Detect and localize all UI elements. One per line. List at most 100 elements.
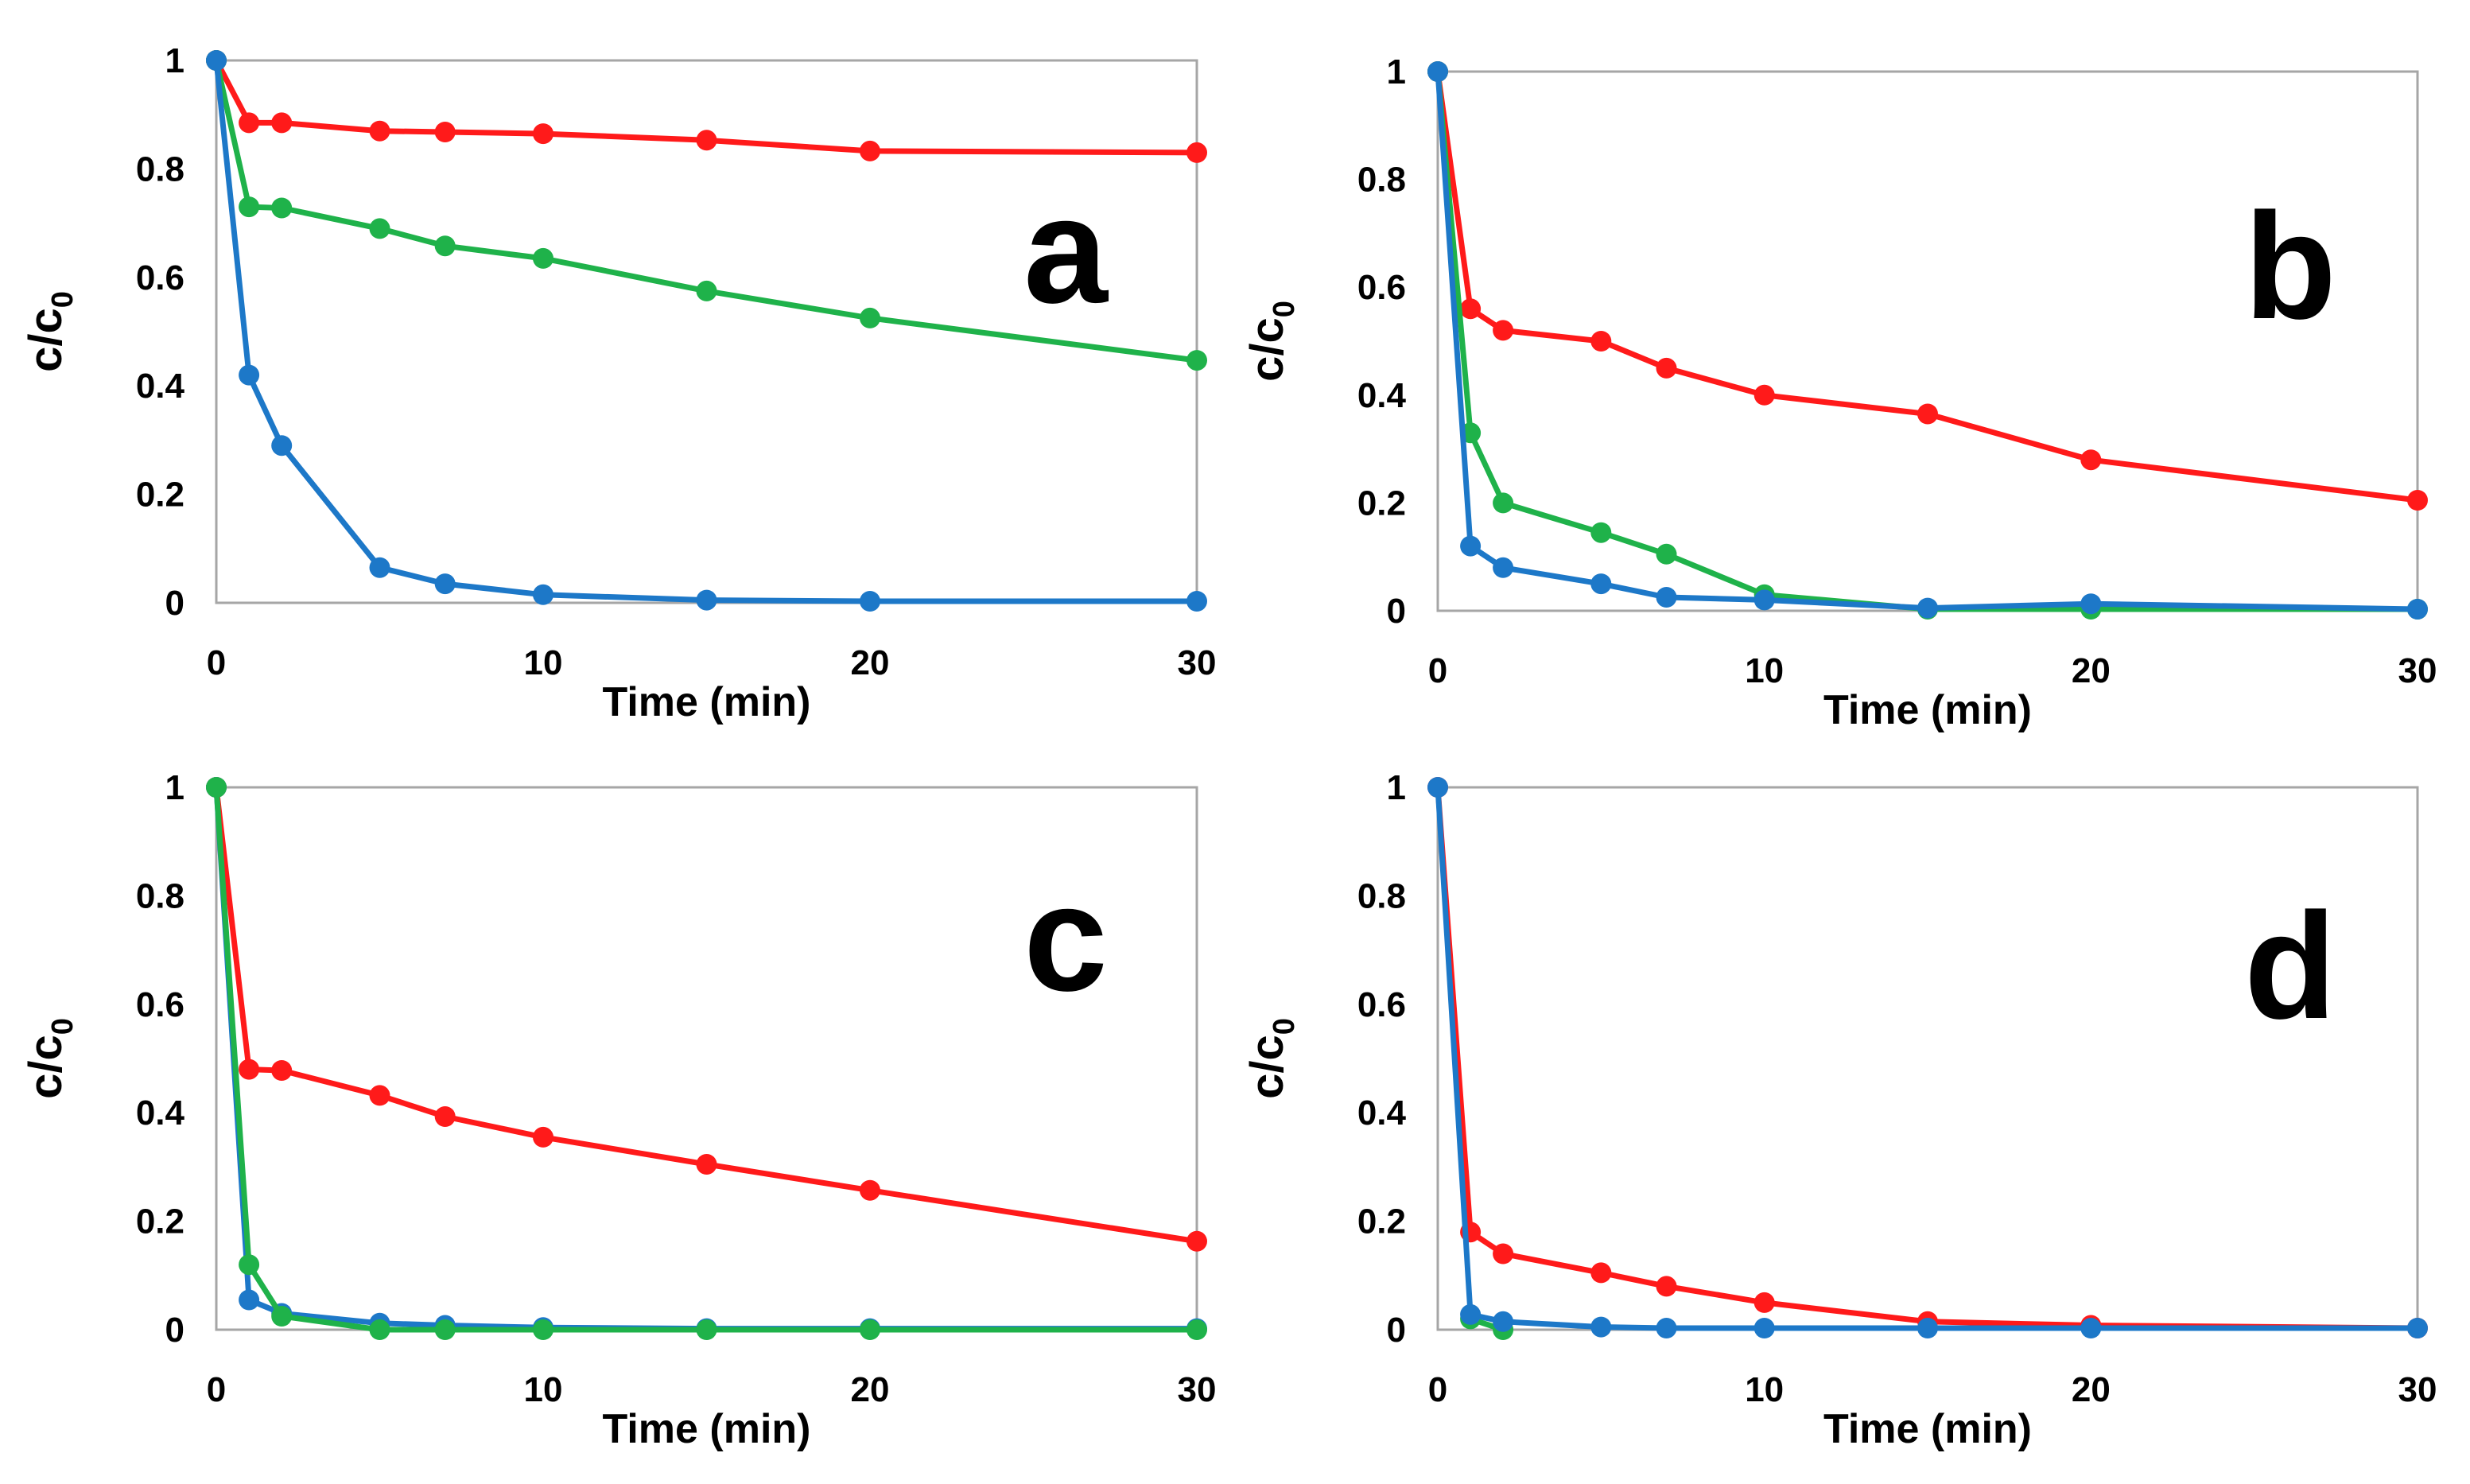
data-point [1460,298,1482,320]
y-tick-label: 0 [1387,592,1406,631]
x-tick-label: 0 [1428,1370,1447,1409]
data-point [533,247,553,269]
y-tick-label: 0.8 [1357,876,1406,915]
data-point [1590,331,1612,352]
data-point [860,1179,880,1201]
x-tick-label: 0 [207,1370,226,1409]
data-point [1493,557,1514,578]
x-tick-label: 20 [851,1370,890,1409]
panel-label: c [1023,854,1108,1023]
data-point [1753,1318,1775,1338]
data-point [1186,1230,1207,1252]
y-tick-label: 0 [165,1311,184,1350]
data-point [1753,384,1775,406]
data-point [239,364,260,386]
x-tick-label: 30 [2398,1370,2437,1409]
data-point [434,1319,456,1340]
data-point [533,1319,553,1340]
data-point [533,584,553,605]
data-point [1656,587,1677,608]
x-tick-label: 20 [2072,1370,2111,1409]
y-axis-title-main: c/c [20,308,72,372]
data-point [1493,1311,1514,1332]
data-point [1493,492,1514,514]
y-tick-label: 0.6 [136,258,184,297]
y-axis-title-subscript: 0 [1268,1018,1301,1035]
data-point [369,1085,390,1106]
x-tick-label: 10 [524,643,563,682]
y-tick-label: 1 [1387,768,1406,807]
data-point [1656,1318,1677,1338]
data-point [533,123,553,145]
y-tick-label: 0.6 [1357,985,1406,1024]
data-point [2407,599,2428,620]
data-point [239,1254,260,1276]
x-axis-title: Time (min) [1823,687,2032,733]
data-point [239,1289,260,1311]
data-point [1460,1303,1482,1325]
y-axis-title: c/c0 [20,1018,80,1099]
y-tick-label: 0.8 [136,150,184,188]
series-green [206,777,1207,1340]
data-point [1590,522,1612,543]
x-tick-label: 20 [851,643,890,682]
series-blue [206,50,1207,612]
y-axis-title-main: c/c [20,1035,72,1099]
series-blue [1427,777,2428,1338]
data-point [1656,543,1677,565]
y-axis-title-main: c/c [1241,317,1293,382]
y-tick-label: 0 [165,584,184,623]
series-line [1435,784,2421,1331]
data-point [434,122,456,142]
data-point [369,120,390,142]
y-tick-label: 1 [165,41,184,80]
data-point [860,591,880,612]
y-tick-label: 0.8 [136,876,184,915]
data-point [2407,490,2428,511]
y-tick-label: 0.2 [136,476,184,515]
y-tick-label: 0.2 [1357,1202,1406,1241]
data-point [271,1306,293,1327]
y-tick-label: 0.4 [1357,1094,1407,1132]
data-point [1590,573,1612,595]
y-axis-title-subscript: 0 [46,1018,80,1035]
data-point [1590,1262,1612,1284]
x-axis-title: Time (min) [1823,1406,2032,1452]
data-point [434,1106,456,1127]
y-tick-label: 1 [165,768,184,807]
data-point [1917,1318,1938,1338]
data-point [369,557,390,578]
panel-label: b [2244,182,2336,351]
data-point [239,1059,260,1080]
data-point [1186,1319,1207,1340]
y-tick-label: 1 [1387,52,1406,91]
data-point [1493,1243,1514,1265]
y-tick-label: 0.8 [1357,161,1406,200]
x-axis-title: Time (min) [603,1406,811,1452]
x-tick-label: 10 [524,1370,563,1409]
data-point [1753,589,1775,611]
data-point [271,197,293,219]
data-point [696,589,717,611]
data-point [1656,357,1677,379]
panel-label: d [2244,882,2336,1051]
series-red [1427,777,2428,1338]
x-tick-label: 10 [1745,1370,1784,1409]
y-axis-title: c/c0 [1241,1018,1301,1099]
y-axis-title: c/c0 [1241,301,1301,382]
data-point [239,112,260,134]
data-point [1460,535,1482,557]
data-point [860,307,880,328]
data-point [1493,320,1514,341]
y-axis-title-subscript: 0 [46,291,80,308]
y-tick-label: 0.4 [1357,376,1407,415]
data-point [1186,350,1207,371]
y-tick-label: 0.2 [1357,484,1406,523]
x-axis-title: Time (min) [603,679,811,725]
data-point [1590,1316,1612,1338]
